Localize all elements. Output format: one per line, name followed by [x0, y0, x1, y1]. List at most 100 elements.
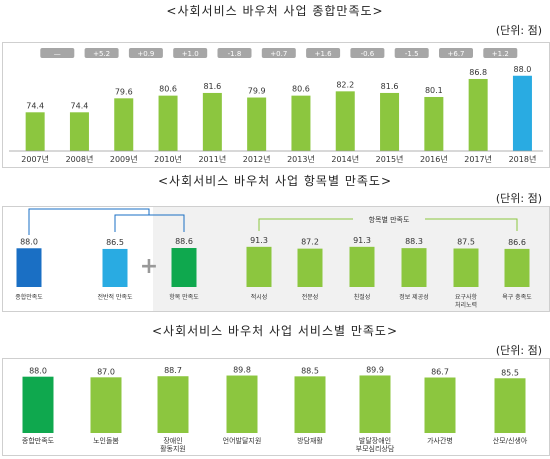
bar-value-label: 88.0	[29, 367, 47, 376]
change-badge-label: -1.8	[228, 50, 242, 58]
bar-value-label: 85.5	[501, 368, 519, 377]
bar	[494, 378, 526, 433]
bar	[504, 248, 530, 287]
change-badge	[261, 48, 296, 58]
x-tick-label: 2017년	[464, 154, 492, 164]
change-badge-label: -0.6	[361, 50, 375, 58]
x-tick-label: 2018년	[509, 154, 537, 164]
bar-value-label: 80.6	[159, 85, 177, 94]
chart1-unit: (단위: 점)	[495, 24, 542, 37]
change-badge	[306, 48, 341, 58]
change-badge	[350, 48, 385, 58]
x-tick-label: 2008년	[66, 154, 94, 164]
bar	[468, 78, 488, 151]
chart2-panel: 88.0 86.5 88.6 91.3 87.2 91.3 88.3 87.5 86.6 종합만족…	[2, 206, 550, 312]
bar	[512, 75, 532, 151]
item-group-label: 항목별 만족도	[369, 215, 410, 224]
chart1-svg: 74.4 2007년 74.4 2008년 79.6 2009년 80.6 2010년 81.6…	[9, 48, 543, 164]
bar	[247, 97, 267, 151]
connector-line	[114, 214, 185, 232]
bar-value-label: 88.5	[301, 366, 319, 375]
change-badge	[394, 48, 429, 58]
bar-value-label: 88.3	[405, 237, 423, 246]
x-tick-label: 2012년	[243, 154, 271, 164]
x-tick-label: 언어발달지원	[223, 436, 262, 445]
x-tick-label: 항목 만족도	[169, 293, 199, 301]
bar	[16, 248, 42, 287]
bar	[359, 375, 391, 433]
bar	[380, 92, 400, 151]
x-tick-label: 전문성	[302, 293, 319, 301]
bar-value-label: 80.1	[425, 86, 443, 95]
chart3-title: <사회서비스 바우처 사업 서비스별 만족도>	[151, 324, 399, 338]
x-tick-label: 정보 제공성	[399, 293, 429, 301]
bar-value-label: 87.0	[97, 367, 115, 376]
bar	[424, 96, 444, 151]
change-badge-label: +1.6	[315, 50, 333, 58]
change-badge	[439, 48, 473, 58]
bar-value-label: 88.7	[164, 366, 182, 375]
change-badge-label: +0.7	[270, 50, 287, 58]
bar	[335, 91, 355, 151]
x-tick-label: 2013년	[287, 154, 315, 164]
bar	[297, 248, 323, 287]
bar-value-label: 88.6	[175, 237, 193, 246]
bar	[202, 92, 222, 151]
bar-value-label: 74.4	[71, 101, 89, 110]
change-badge-label: -1.5	[405, 50, 419, 58]
chart1-panel: 74.4 2007년 74.4 2008년 79.6 2009년 80.6 2010년 81.6…	[2, 42, 550, 168]
chart2-unit: (단위: 점)	[495, 192, 542, 205]
bar-value-label: 89.9	[366, 365, 384, 374]
bar-value-label: 81.6	[203, 82, 221, 91]
bar-value-label: 82.2	[336, 80, 354, 89]
x-tick-label: 전반적 만족도	[97, 293, 133, 301]
x-tick-label: 요구사항	[455, 293, 478, 301]
x-tick-label: 종합만족도	[22, 436, 55, 445]
bar	[114, 98, 134, 151]
chart3-unit: (단위: 점)	[495, 344, 542, 357]
bar-value-label: 86.8	[469, 68, 487, 77]
bar	[158, 95, 178, 151]
bar-value-label: 89.8	[233, 366, 251, 375]
bar	[294, 376, 326, 433]
x-tick-label: 2011년	[198, 154, 226, 164]
bar-value-label: 79.9	[248, 87, 266, 96]
bar-value-label: 80.6	[292, 85, 310, 94]
change-badge	[173, 48, 208, 58]
change-badge	[483, 48, 518, 58]
x-tick-label: 2009년	[110, 154, 138, 164]
x-tick-label: 가사간병	[427, 436, 453, 445]
bar	[102, 248, 128, 287]
bar-value-label: 86.6	[508, 238, 526, 247]
x-tick-label: 처리노력	[455, 301, 477, 309]
bar	[25, 112, 45, 151]
bar	[157, 376, 189, 433]
x-tick-label: 2010년	[154, 154, 182, 164]
bar	[22, 376, 54, 433]
bar	[349, 246, 375, 287]
change-badge-label: +0.9	[137, 50, 154, 58]
bar-value-label: 74.4	[26, 101, 44, 110]
bar-value-label: 79.6	[115, 87, 133, 96]
bar-value-label: 81.6	[381, 82, 399, 91]
bar-value-label: 87.5	[457, 238, 475, 247]
bar-value-label: 88.0	[514, 65, 532, 74]
bar-value-label: 91.3	[250, 236, 268, 245]
x-tick-label: 2014년	[331, 154, 359, 164]
bar	[171, 248, 197, 287]
change-badge-label: +1.2	[492, 50, 509, 58]
bar-value-label: 86.5	[106, 238, 124, 247]
bar	[453, 248, 479, 287]
x-tick-label: 방담재활	[297, 436, 323, 445]
x-tick-label: 친절성	[354, 293, 371, 301]
connector-line	[28, 208, 150, 235]
bar-value-label: 87.2	[301, 238, 319, 247]
bar	[291, 95, 311, 151]
bar-value-label: 88.0	[20, 237, 38, 246]
x-tick-label: 2007년	[21, 154, 49, 164]
x-tick-label: 활동지원	[160, 444, 186, 453]
x-tick-label: 발달장애인	[359, 436, 391, 445]
bar	[69, 112, 89, 151]
bar	[424, 377, 456, 433]
change-badge	[128, 48, 163, 58]
